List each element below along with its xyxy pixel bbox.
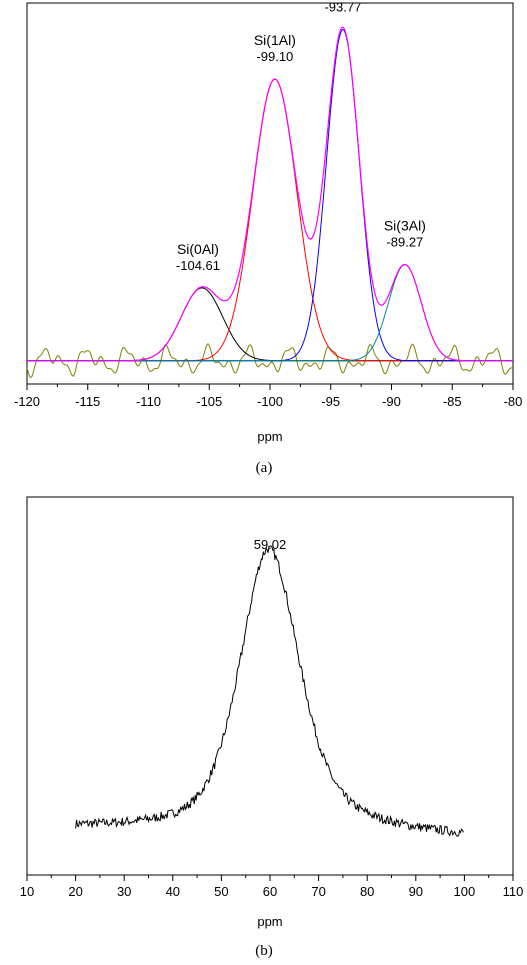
peak-value-label: -93.77 xyxy=(324,0,361,15)
x-tick-label: 30 xyxy=(117,884,131,899)
peak-name-label: Si(3Al) xyxy=(384,218,426,234)
x-tick-label: -110 xyxy=(136,394,161,409)
envelope-line xyxy=(27,26,513,362)
peak-value-label: -99.10 xyxy=(256,49,293,64)
x-tick-label: 40 xyxy=(166,884,180,899)
x-tick-label: -80 xyxy=(504,394,523,409)
x-tick-label: 110 xyxy=(503,884,524,899)
x-tick-label: -85 xyxy=(443,394,462,409)
panel-b-x-ticks: 10 20 30 40 50 60 70 80 90 100 110 xyxy=(20,875,524,899)
peak-value-label: -89.27 xyxy=(386,235,423,250)
x-tick-label: -95 xyxy=(321,394,340,409)
x-tick-label: 90 xyxy=(409,884,423,899)
peak-value-label: -104.61 xyxy=(176,258,220,273)
panel-b-curves xyxy=(75,545,464,837)
panel-b-peak-label: 59.02 xyxy=(254,537,287,552)
peak-name-label: Si(1Al) xyxy=(254,32,296,48)
residual-line xyxy=(26,342,514,379)
panel-b-x-axis-label: ppm xyxy=(257,914,282,929)
x-tick-label: 50 xyxy=(214,884,228,899)
component-peak-0 xyxy=(27,287,513,362)
panel-a-x-axis-label: ppm xyxy=(257,429,282,444)
x-tick-label: 70 xyxy=(311,884,325,899)
panel-a-caption: (a) xyxy=(256,460,273,476)
panel-a-peak-labels: Si(0Al)-104.61Si(1Al)-99.10Si(2Al)-93.77… xyxy=(176,0,426,273)
component-peak-2 xyxy=(27,28,513,362)
panel-a: -120 -115 -110 -105 -100 -95 -90 -85 -80 Si(0Al)… xyxy=(14,0,522,476)
panel-b-frame xyxy=(26,496,514,876)
panel-a-x-ticks: -120 -115 -110 -105 -100 -95 -90 -85 -80 xyxy=(14,384,522,409)
x-tick-label: 60 xyxy=(263,884,277,899)
component-peak-1 xyxy=(27,78,513,362)
x-tick-label: 20 xyxy=(68,884,82,899)
x-tick-label: 100 xyxy=(454,884,476,899)
x-tick-label: -115 xyxy=(75,394,100,409)
x-tick-label: -90 xyxy=(382,394,401,409)
spectrum-line xyxy=(75,545,464,837)
x-tick-label: -105 xyxy=(196,394,222,409)
panel-a-curves xyxy=(26,26,514,379)
x-tick-label: 10 xyxy=(20,884,34,899)
component-peak-3 xyxy=(27,264,513,362)
x-tick-label: -100 xyxy=(257,394,283,409)
x-tick-label: -120 xyxy=(14,394,40,409)
panel-b: 10 20 30 40 50 60 70 80 90 100 110 59.02 ppm (b) xyxy=(20,496,524,959)
x-tick-label: 80 xyxy=(360,884,374,899)
panel-b-caption: (b) xyxy=(255,943,273,959)
peak-name-label: Si(0Al) xyxy=(177,241,219,257)
